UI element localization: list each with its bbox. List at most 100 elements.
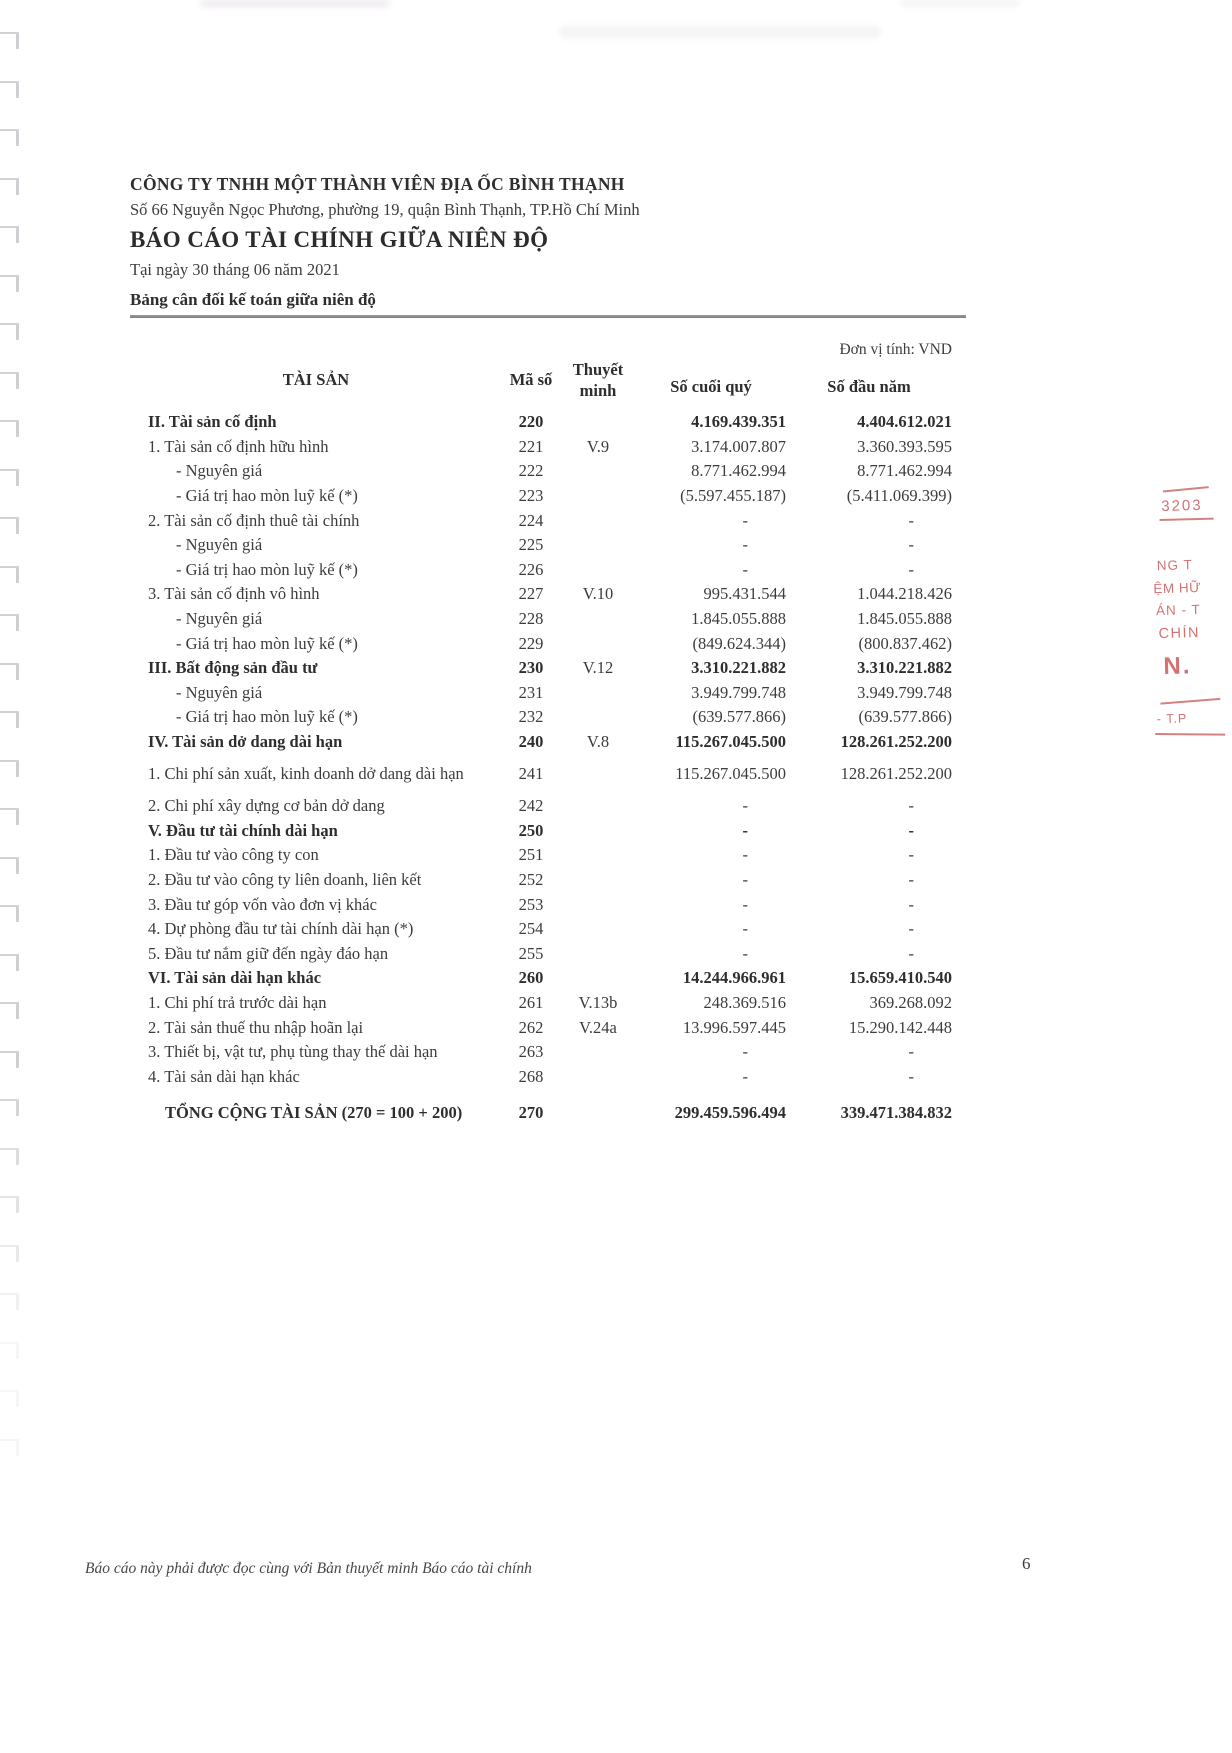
row-label: 1. Chi phí sản xuất, kinh doanh dở dang … [148,764,464,784]
row-code: 229 [518,633,544,653]
report-title: BÁO CÁO TÀI CHÍNH GIỮA NIÊN ĐỘ [130,227,549,252]
row-ending-value: 3.174.007.807 [691,436,786,456]
row-code: 223 [518,486,544,506]
row-note: V.9 [586,436,610,456]
table-row: 1. Chi phí sản xuất, kinh doanh dở dang … [130,762,952,787]
table-row: - Nguyên giá 228 1.845.055.888 1.845.055.88… [130,607,952,632]
binding-hole-mark [0,1196,19,1213]
report-date: Tại ngày 30 tháng 06 năm 2021 [130,260,340,279]
row-label: - Giá trị hao mòn luỹ kế (*) [176,707,358,727]
table-row: 3. Thiết bị, vật tư, phụ tùng thay thế d… [130,1040,952,1065]
row-code: 232 [518,707,544,727]
binding-hole-mark [0,662,19,680]
table-row: IV. Tài sản dở dang dài hạn 240 V.8 115.267… [130,730,952,755]
row-beginning-value: 339.471.384.832 [840,1103,952,1123]
scan-smudge [900,0,1020,6]
row-beginning-value: - [908,1042,915,1062]
row-label: IV. Tài sản dở dang dài hạn [148,732,343,752]
row-beginning-value: 1.845.055.888 [857,609,952,629]
table-row: - Giá trị hao mòn luỹ kế (*) 226 - - [130,558,952,583]
stamp-text: ÁN - T [1155,601,1201,619]
row-code: 255 [518,943,544,963]
row-code: 226 [518,559,544,579]
row-label: 3. Thiết bị, vật tư, phụ tùng thay thế d… [148,1042,438,1062]
page-number: 6 [1022,1554,1031,1573]
column-header-assets: TÀI SẢN [282,370,350,390]
column-header-note: Thuyết minh [572,360,624,400]
column-header-beginning: Số đầu năm [827,377,911,397]
row-beginning-value: 15.290.142.448 [848,1017,952,1037]
row-label: - Nguyên giá [176,535,263,555]
table-row: 4. Tài sản dài hạn khác 268 - - [130,1064,952,1089]
row-label: 4. Tài sản dài hạn khác [148,1066,300,1086]
binding-hole-mark [0,1293,19,1310]
row-ending-value: - [742,894,749,914]
row-label: 3. Đầu tư góp vốn vào đơn vị khác [148,894,377,914]
row-ending-value: - [742,1066,749,1086]
stamp-text: - T.P [1156,711,1188,727]
binding-hole-mark [0,274,19,292]
row-label: 2. Tài sản cố định thuê tài chính [148,510,360,530]
red-stamp-fragment: 3203 NG T ỆM HỮ ÁN - T CHÍN N. - T.P [1149,486,1232,736]
table-row: 4. Dự phòng đầu tư tài chính dài hạn (*)… [130,917,952,942]
row-beginning-value: - [908,919,915,939]
table-row: III. Bất động sản đầu tư 230 V.12 3.310.221… [130,656,952,681]
row-beginning-value: - [908,510,915,530]
binding-hole-mark [0,759,19,777]
binding-hole-mark [0,468,19,486]
row-label: 2. Tài sản thuế thu nhập hoãn lại [148,1017,364,1037]
binding-hole-mark [0,1099,19,1116]
row-beginning-value: - [908,820,915,840]
table-row: 2. Tài sản thuế thu nhập hoãn lại 262 V.24… [130,1015,952,1040]
row-ending-value: 248.369.516 [703,992,787,1012]
table-row: 2. Đầu tư vào công ty liên doanh, liên k… [130,868,952,893]
row-beginning-value: (639.577.866) [858,707,953,727]
table-row: - Giá trị hao mòn luỹ kế (*) 223 (5.597.45… [130,484,952,509]
row-code: 242 [518,796,544,816]
binding-hole-mark [0,1390,19,1407]
scan-smudge [560,26,880,38]
row-label: 2. Đầu tư vào công ty liên doanh, liên k… [148,869,422,889]
binding-hole-mark [0,808,19,825]
table-row: 3. Tài sản cố định vô hình 227 V.10 995.431… [130,582,952,607]
row-code: 222 [518,461,544,481]
row-beginning-value: 8.771.462.994 [857,461,952,481]
table-row: VI. Tài sản dài hạn khác 260 14.244.966.96… [130,966,952,991]
row-beginning-value: - [908,1066,915,1086]
row-label: III. Bất động sản đầu tư [148,658,318,678]
table-row: - Nguyên giá 225 - - [130,533,952,558]
table-row: 1. Chi phí trả trước dài hạn 261 V.13b 248.… [130,991,952,1016]
table-row: TỔNG CỘNG TÀI SẢN (270 = 100 + 200) 270 29… [130,1101,952,1126]
stamp-text: NG T [1156,557,1193,574]
row-ending-value: (5.597.455.187) [680,486,786,506]
statement-title: Bảng cân đối kế toán giữa niên độ [130,290,376,309]
binding-hole-mark [0,1050,19,1068]
row-label: 1. Tài sản cố định hữu hình [148,436,329,456]
table-header: TÀI SẢN Mã số Thuyết minh Số cuối quý Số… [130,360,952,401]
stamp-text: CHÍN [1158,624,1201,642]
row-ending-value: - [742,1042,749,1062]
unit-label: Đơn vị tính: VND [839,341,952,358]
binding-hole-mark [0,856,19,874]
row-code: 225 [518,535,544,555]
row-code: 240 [518,732,544,752]
row-code: 270 [518,1103,544,1123]
row-ending-value: 3.949.799.748 [691,682,786,702]
row-beginning-value: (5.411.069.399) [846,486,952,506]
row-beginning-value: 3.949.799.748 [857,682,952,702]
row-beginning-value: 3.310.221.882 [857,658,952,678]
row-code: 253 [518,894,544,914]
stamp-line [1159,517,1214,522]
binding-hole-mark [0,1244,19,1262]
table-row: 2. Tài sản cố định thuê tài chính 224 - - [130,508,952,533]
row-code: 260 [518,968,544,988]
row-label: 1. Chi phí trả trước dài hạn [148,992,327,1012]
row-ending-value: 8.771.462.994 [691,461,786,481]
row-ending-value: 14.244.966.961 [682,968,786,988]
document-header: CÔNG TY TNHH MỘT THÀNH VIÊN ĐỊA ỐC BÌNH … [130,174,966,318]
balance-sheet-rows: II. Tài sản cố định 220 4.169.439.351 4.404… [130,410,952,1126]
row-beginning-value: - [908,869,915,889]
table-row: - Nguyên giá 222 8.771.462.994 8.771.462.99… [130,459,952,484]
row-code: 254 [518,919,544,939]
row-ending-value: 115.267.045.500 [675,764,786,784]
